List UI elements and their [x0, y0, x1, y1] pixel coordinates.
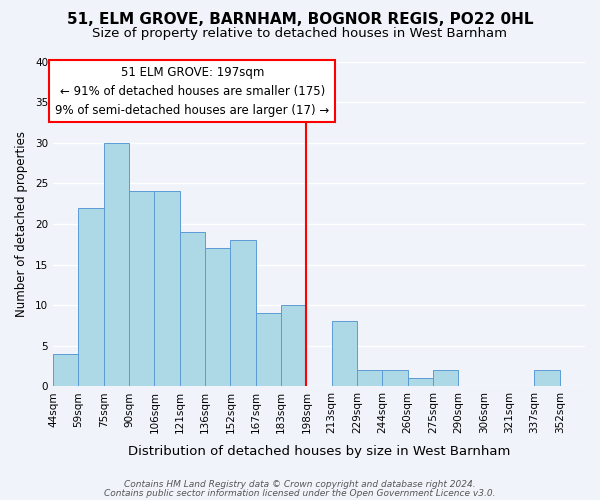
Text: Contains public sector information licensed under the Open Government Licence v3: Contains public sector information licen… — [104, 488, 496, 498]
Bar — [205, 248, 230, 386]
Bar — [357, 370, 382, 386]
Text: Size of property relative to detached houses in West Barnham: Size of property relative to detached ho… — [92, 28, 508, 40]
Bar — [332, 322, 357, 386]
Bar — [256, 314, 281, 386]
Bar — [382, 370, 407, 386]
Text: 51 ELM GROVE: 197sqm
← 91% of detached houses are smaller (175)
9% of semi-detac: 51 ELM GROVE: 197sqm ← 91% of detached h… — [55, 66, 329, 116]
Y-axis label: Number of detached properties: Number of detached properties — [15, 131, 28, 317]
Bar — [535, 370, 560, 386]
Text: Contains HM Land Registry data © Crown copyright and database right 2024.: Contains HM Land Registry data © Crown c… — [124, 480, 476, 489]
Bar — [433, 370, 458, 386]
Bar — [104, 142, 129, 386]
Bar — [129, 192, 154, 386]
Bar — [79, 208, 104, 386]
Bar — [281, 305, 307, 386]
Bar — [154, 192, 180, 386]
Bar — [230, 240, 256, 386]
Bar — [53, 354, 79, 386]
Bar — [407, 378, 433, 386]
Text: 51, ELM GROVE, BARNHAM, BOGNOR REGIS, PO22 0HL: 51, ELM GROVE, BARNHAM, BOGNOR REGIS, PO… — [67, 12, 533, 28]
X-axis label: Distribution of detached houses by size in West Barnham: Distribution of detached houses by size … — [128, 444, 510, 458]
Bar — [180, 232, 205, 386]
